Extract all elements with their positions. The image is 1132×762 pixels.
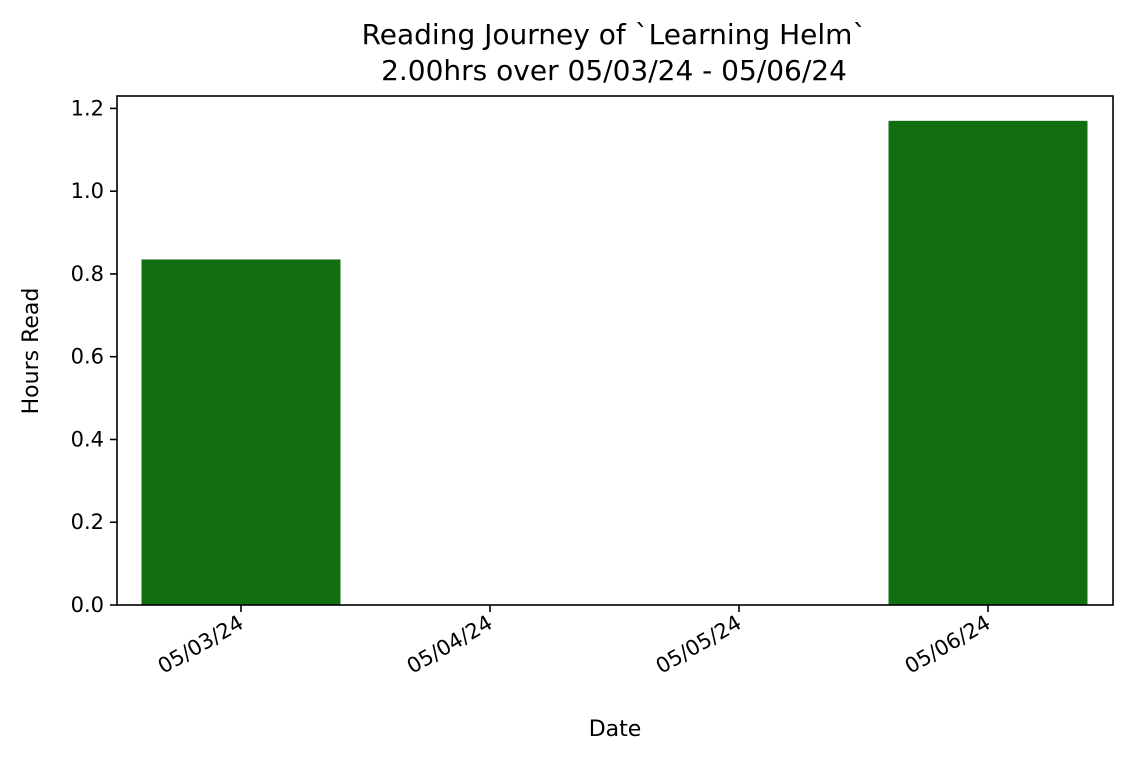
y-ticks-group: 0.0 0.2 0.4 0.6 0.8 1.0 1.2	[71, 96, 117, 617]
bars-group	[141, 120, 1088, 605]
bar-05-06-24	[888, 120, 1088, 605]
x-axis-label: Date	[589, 717, 642, 742]
chart-title: Reading Journey of `Learning Helm`	[362, 18, 867, 51]
plot-frame	[116, 95, 1114, 606]
y-tick-label: 0.6	[71, 345, 104, 369]
bar-05-03-24	[141, 259, 341, 605]
y-tick-label: 0.0	[71, 593, 104, 617]
y-tick-label: 0.2	[71, 510, 104, 534]
y-tick-label: 0.4	[71, 427, 104, 451]
chart-subtitle: 2.00hrs over 05/03/24 - 05/06/24	[381, 54, 847, 87]
y-axis-label: Hours Read	[19, 288, 44, 415]
y-tick-label: 0.8	[71, 262, 104, 286]
y-tick-label: 1.2	[71, 96, 104, 120]
y-tick-label: 1.0	[71, 179, 104, 203]
